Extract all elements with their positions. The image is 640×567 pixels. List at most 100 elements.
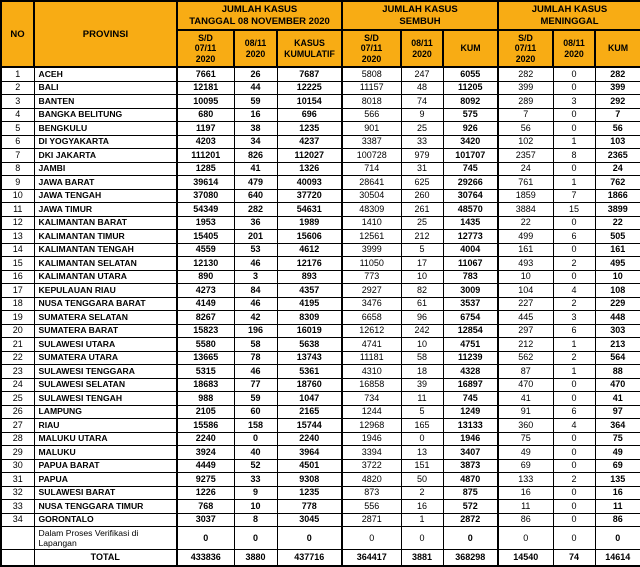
row-number: 15 [0, 256, 35, 271]
table-row: 33 NUSA TENGGARA TIMUR 768 10 778 556 16 572 11 0… [0, 499, 640, 514]
row-number: 22 [0, 350, 35, 365]
cell-value: 1410 [341, 215, 402, 230]
total-label: TOTAL [33, 549, 178, 567]
cell-value: 6 [552, 229, 596, 244]
header-group-sembuh: JUMLAH KASUS SEMBUH [341, 0, 500, 31]
cell-value: 1953 [176, 215, 235, 230]
cell-value: 875 [442, 485, 499, 500]
row-number [0, 526, 35, 550]
cell-value: 9275 [176, 472, 235, 487]
cell-value: 13133 [442, 418, 499, 433]
cell-value: 74 [552, 549, 596, 567]
header-kasus-sd: S/D 07/11 2020 [176, 29, 235, 68]
cell-value: 41 [233, 161, 278, 176]
cell-value: 10 [233, 499, 278, 514]
cell-value: 3884 [497, 202, 554, 217]
table-row: 31 PAPUA 9275 33 9308 4820 50 4870 133 2 135 [0, 472, 640, 487]
cell-value: 8267 [176, 310, 235, 325]
cell-value: 24 [594, 161, 640, 176]
cell-value: 3 [552, 310, 596, 325]
cell-value: 11 [400, 391, 444, 406]
cell-value: 229 [594, 296, 640, 311]
cell-value: 3722 [341, 458, 402, 473]
cell-value: 41 [594, 391, 640, 406]
cell-value: 3045 [276, 512, 343, 527]
cell-value: 625 [400, 175, 444, 190]
cell-value: 6 [552, 404, 596, 419]
cell-value: 31 [400, 161, 444, 176]
cell-value: 3 [552, 94, 596, 109]
cell-value: 282 [594, 66, 640, 82]
cell-value: 56 [594, 121, 640, 136]
cell-value: 4273 [176, 283, 235, 298]
cell-value: 8309 [276, 310, 343, 325]
cell-value: 33 [400, 134, 444, 149]
cell-value: 86 [497, 512, 554, 527]
cell-value: 12612 [341, 323, 402, 338]
cell-value: 102 [497, 134, 554, 149]
cell-value: 11067 [442, 256, 499, 271]
cell-value: 88 [594, 364, 640, 379]
cell-value: 0 [497, 526, 554, 550]
province-name: PAPUA [33, 472, 178, 487]
cell-value: 10095 [176, 94, 235, 109]
table-row: 28 MALUKU UTARA 2240 0 2240 1946 0 1946 75 0 75 [0, 431, 640, 446]
province-name: BENGKULU [33, 121, 178, 136]
cell-value: 0 [552, 445, 596, 460]
province-name: MALUKU [33, 445, 178, 460]
header-kasus-kumulatif: KASUS KUMULATIF [275, 29, 344, 68]
cell-value: 297 [497, 323, 554, 338]
cell-value: 28641 [341, 175, 402, 190]
table-row: 8 JAMBI 1285 41 1326 714 31 745 24 0 24 [0, 161, 640, 176]
cell-value: 11157 [341, 80, 402, 95]
cell-value: 926 [442, 121, 499, 136]
cell-value: 135 [594, 472, 640, 487]
cell-value: 0 [552, 485, 596, 500]
cell-value: 12225 [276, 80, 343, 95]
cell-value: 17 [400, 256, 444, 271]
cell-value: 26 [233, 66, 278, 82]
province-name: KALIMANTAN SELATAN [33, 256, 178, 271]
cell-value: 556 [341, 499, 402, 514]
table-row: 22 SUMATERA UTARA 13665 78 13743 11181 58 11239… [0, 350, 640, 365]
cell-value: 24 [497, 161, 554, 176]
cell-value: 0 [552, 161, 596, 176]
cell-value: 97 [594, 404, 640, 419]
cell-value: 3407 [442, 445, 499, 460]
cell-value: 101707 [442, 148, 499, 163]
total-row: TOTAL 433836 3880 437716 364417 3881 368298 145… [0, 549, 640, 567]
header-meninggal-kum: KUM [594, 29, 640, 68]
cell-value: 34 [233, 134, 278, 149]
province-name: KALIMANTAN UTARA [33, 269, 178, 284]
cell-value: 87 [497, 364, 554, 379]
cell-value: 714 [341, 161, 402, 176]
cell-value: 12130 [176, 256, 235, 271]
cell-value: 46 [233, 364, 278, 379]
row-number: 18 [0, 296, 35, 311]
cell-value: 1 [552, 175, 596, 190]
cell-value: 3999 [341, 242, 402, 257]
cell-value: 39614 [176, 175, 235, 190]
province-name: SULAWESI UTARA [33, 337, 178, 352]
cell-value: 2 [552, 296, 596, 311]
cell-value: 4149 [176, 296, 235, 311]
cell-value: 8018 [341, 94, 402, 109]
verification-row: Dalam Proses Verifikasi di Lapangan 0 0 0 0 0… [0, 526, 640, 550]
cell-value: 7 [552, 188, 596, 203]
table-row: 14 KALIMANTAN TENGAH 4559 53 4612 3999 5 4004 16… [0, 242, 640, 257]
cell-value: 39 [400, 377, 444, 392]
cell-value: 4820 [341, 472, 402, 487]
cell-value: 5808 [341, 66, 402, 82]
table-row: 26 LAMPUNG 2105 60 2165 1244 5 1249 91 6 97 [0, 404, 640, 419]
cell-value: 1866 [594, 188, 640, 203]
cell-value: 873 [341, 485, 402, 500]
cell-value: 13743 [276, 350, 343, 365]
cell-value: 399 [594, 80, 640, 95]
cell-value: 680 [176, 107, 235, 122]
cell-value: 78 [233, 350, 278, 365]
cell-value: 58 [400, 350, 444, 365]
cell-value: 212 [400, 229, 444, 244]
cell-value: 16 [233, 107, 278, 122]
table-row: 21 SULAWESI UTARA 5580 58 5638 4741 10 4751 212 1… [0, 337, 640, 352]
